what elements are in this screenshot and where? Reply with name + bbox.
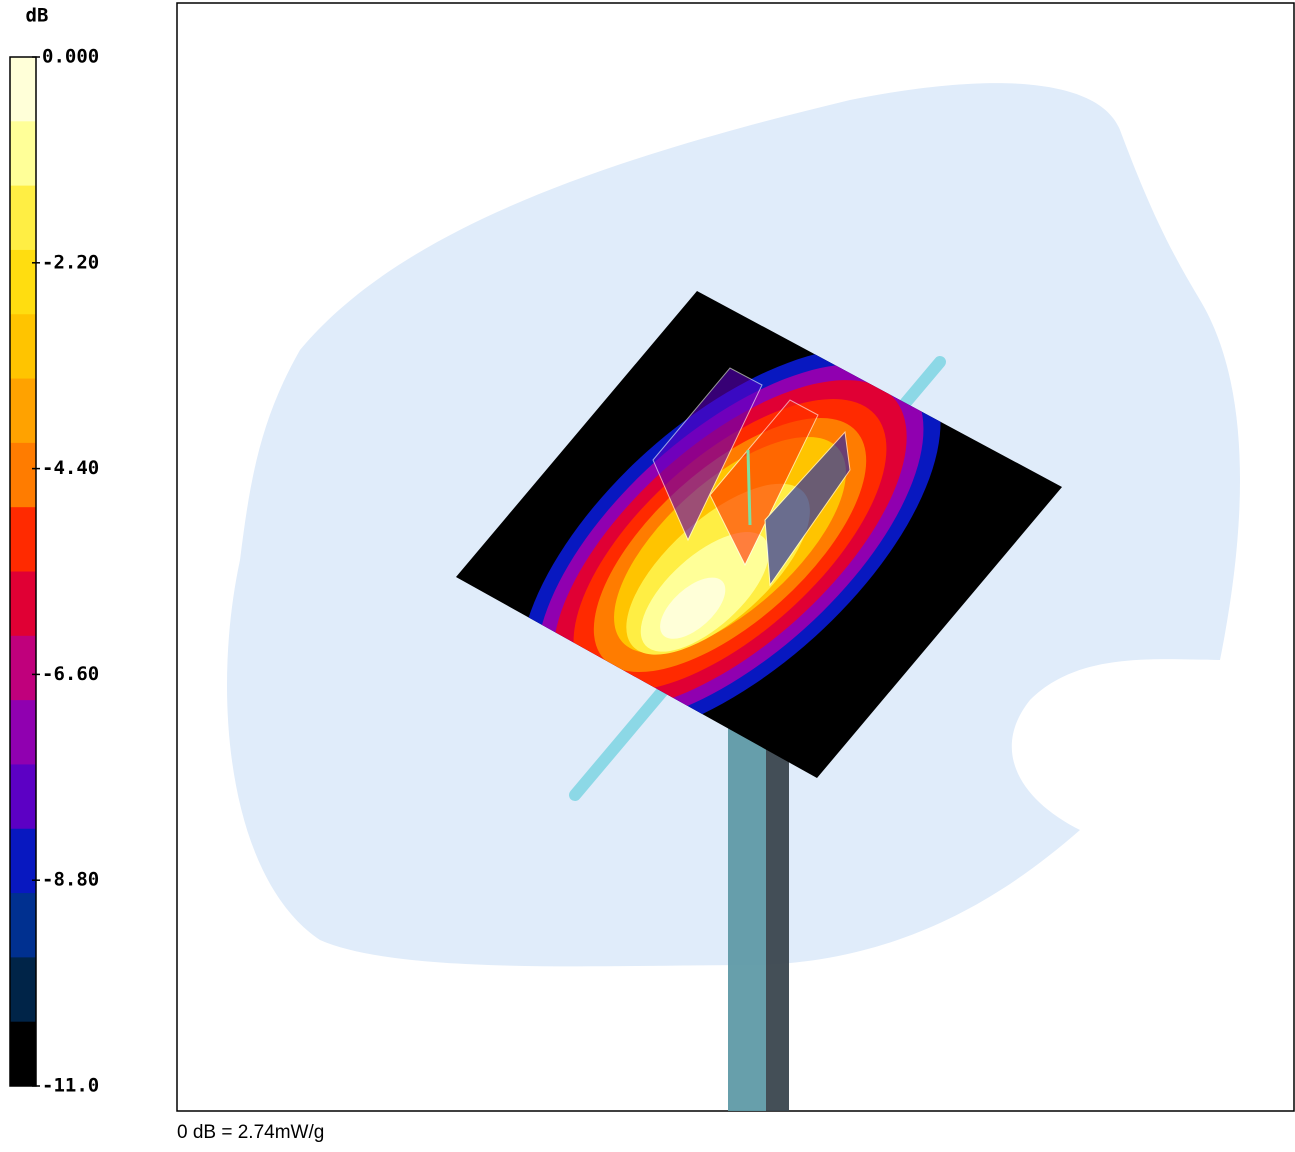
colorbar: 0.000 -2.20 -4.40 -6.60 -8.80 -11.0 [9,46,99,1097]
tick-label: -8.80 [42,869,99,891]
color-band [10,378,36,444]
zoom-slices [652,367,851,587]
color-band [10,442,36,508]
color-band [10,635,36,701]
probe [746,449,752,526]
reference-note: 0 dB = 2.74mW/g [177,1122,324,1143]
colorbar-frame [9,56,37,1087]
colorbar-title: dB [26,5,49,27]
tick-label: 0.000 [42,46,99,68]
tick-label: -11.0 [42,1075,99,1097]
color-band [10,507,36,572]
color-band [10,1021,36,1087]
render-view [176,2,1295,1112]
pole [728,700,766,1111]
color-band [10,249,36,315]
color-band [10,571,36,637]
color-band [10,700,36,765]
color-band [10,121,36,187]
pole-shade [766,700,789,1111]
color-band [10,828,36,894]
color-band [10,314,36,380]
color-band [10,185,36,251]
color-band [10,893,36,958]
tick-label: -4.40 [42,457,99,479]
color-band [10,764,36,830]
color-band [10,57,36,122]
tick-label: -2.20 [42,251,99,273]
tick-label: -6.60 [42,663,99,685]
color-band [10,957,36,1023]
